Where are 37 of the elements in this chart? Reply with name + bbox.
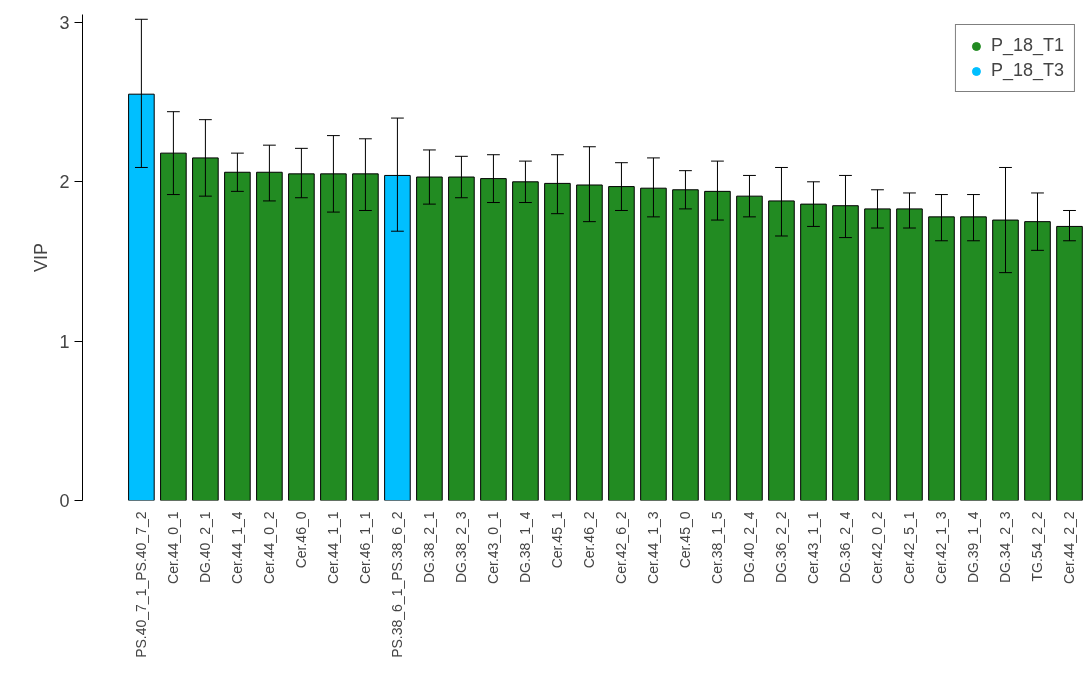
x-tick-label: DG.40_2_4 [741, 511, 758, 584]
legend-label: P_18_T1 [990, 35, 1064, 56]
x-tick-label: DG.36_2_4 [837, 511, 854, 584]
x-tick-label: Cer.44_1_1 [325, 511, 342, 584]
x-tick-label: Cer.43_1_1 [805, 511, 822, 584]
x-tick-label: Cer.38_1_5 [709, 511, 726, 584]
x-tick-label: DG.36_2_2 [773, 511, 790, 584]
x-tick-label: DG.40_2_1 [197, 511, 214, 584]
x-tick-label: Cer.44_1_4 [229, 511, 246, 584]
y-tick-label: 1 [59, 331, 70, 352]
x-tick-label: Cer.45_0 [677, 511, 694, 569]
x-tick-label: Cer.46_1_1 [357, 511, 374, 584]
x-tick-label: Cer.42_5_1 [901, 511, 918, 584]
y-tick-label: 0 [59, 491, 70, 511]
x-tick-label: DG.34_2_3 [997, 511, 1014, 584]
x-tick-label: Cer.43_0_1 [485, 511, 502, 584]
x-tick-label: PS.40_7_1_PS.40_7_2 [133, 511, 150, 658]
x-tick-label: Cer.45_1 [549, 511, 566, 569]
x-tick-label: Cer.44_0_2 [261, 511, 278, 584]
x-tick-label: DG.38_1_4 [517, 511, 534, 584]
x-tick-label: Cer.44_1_3 [645, 511, 662, 584]
x-tick-label: Cer.46_0 [293, 511, 310, 569]
legend-label: P_18_T3 [990, 60, 1064, 81]
y-tick-label: 3 [59, 12, 70, 33]
x-tick-label: PS.38_6_1_PS.38_6_2 [389, 511, 406, 658]
x-tick-label: Cer.46_2 [581, 511, 598, 569]
x-tick-label: DG.38_2_3 [453, 511, 470, 584]
x-tick-label: Cer.44_0_1 [165, 511, 182, 584]
x-tick-label: TG.54_2_2 [1029, 511, 1046, 582]
y-tick-label: 2 [59, 172, 70, 193]
x-tick-label: Cer.42_0_2 [869, 511, 886, 584]
y-axis-title: VIP [31, 242, 52, 273]
x-tick-label: Cer.42_1_3 [933, 511, 950, 584]
x-tick-label: Cer.42_6_2 [613, 511, 630, 584]
x-tick-label: DG.39_1_4 [965, 511, 982, 584]
x-tick-label: Cer.44_2_2 [1061, 511, 1078, 584]
x-tick-label: DG.38_2_1 [421, 511, 438, 584]
